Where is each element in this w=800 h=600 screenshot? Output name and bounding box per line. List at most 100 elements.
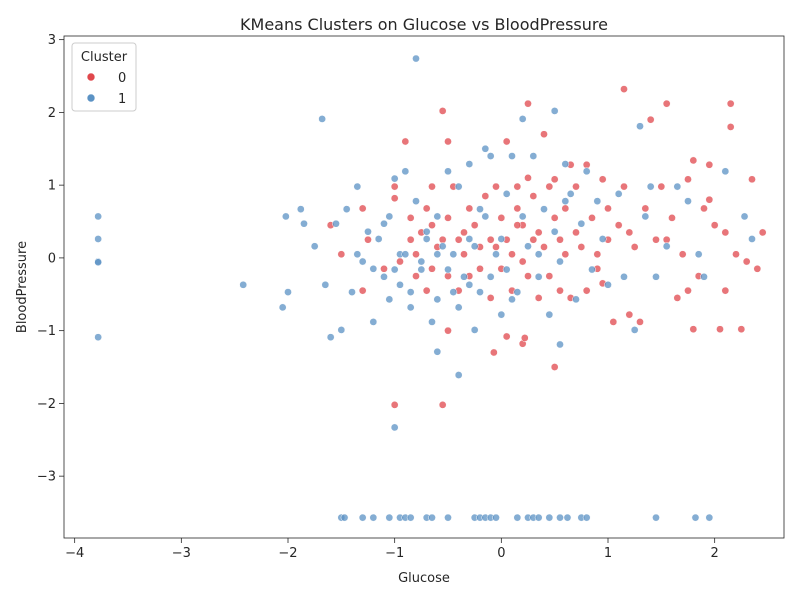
data-point-cluster-0 [390, 182, 399, 191]
data-point-cluster-0 [684, 175, 692, 184]
data-point-cluster-1 [593, 197, 602, 206]
data-point-cluster-0 [753, 264, 762, 273]
data-point-cluster-1 [428, 318, 436, 326]
legend-box [71, 42, 137, 112]
data-point-cluster-0 [545, 272, 554, 280]
data-point-cluster-1 [604, 280, 612, 289]
data-point-cluster-0 [545, 182, 554, 191]
data-point-cluster-1 [412, 197, 420, 206]
data-point-cluster-1 [284, 288, 292, 296]
data-point-cluster-1 [454, 371, 463, 379]
data-point-cluster-1 [454, 182, 463, 191]
data-point-cluster-0 [422, 286, 431, 295]
data-point-cluster-1 [433, 295, 442, 304]
data-point-cluster-1 [433, 250, 442, 259]
data-point-cluster-1 [390, 423, 399, 432]
data-point-cluster-1 [556, 340, 564, 349]
data-point-cluster-0 [534, 228, 543, 237]
data-point-cluster-1 [417, 265, 426, 274]
data-point-cluster-0 [358, 286, 367, 295]
data-point-cluster-0 [540, 243, 548, 251]
data-point-cluster-1 [641, 212, 650, 221]
chart-title: KMeans Clusters on Glucose vs BloodPress… [240, 15, 608, 34]
data-point-cluster-1 [481, 144, 490, 153]
data-point-cluster-1 [406, 288, 415, 296]
y-tick-label: −1 [37, 324, 56, 339]
data-point-cluster-1 [748, 235, 756, 243]
data-point-cluster-0 [513, 204, 522, 213]
data-point-cluster-1 [396, 280, 404, 289]
data-point-cluster-1 [545, 513, 554, 522]
data-point-cluster-1 [572, 295, 580, 304]
data-point-cluster-1 [556, 513, 564, 522]
data-point-cluster-1 [502, 265, 511, 274]
data-point-cluster-1 [282, 212, 290, 221]
data-point-cluster-0 [561, 250, 570, 259]
data-point-cluster-0 [550, 363, 559, 371]
data-point-cluster-0 [742, 257, 751, 266]
data-point-cluster-0 [428, 264, 436, 273]
data-point-cluster-1 [369, 264, 378, 273]
data-point-cluster-0 [428, 221, 436, 230]
data-point-cluster-1 [502, 190, 511, 198]
data-point-cluster-0 [513, 182, 522, 191]
data-point-cluster-1 [369, 318, 378, 326]
y-axis-label: BloodPressure [15, 241, 30, 333]
data-point-cluster-1 [518, 212, 527, 221]
data-point-cluster-1 [358, 257, 367, 266]
data-point-cluster-0 [412, 250, 420, 259]
data-point-cluster-1 [529, 152, 538, 160]
data-point-cluster-0 [422, 204, 431, 213]
data-point-cluster-1 [705, 513, 714, 522]
data-point-cluster-1 [353, 182, 362, 191]
data-point-cluster-1 [486, 152, 495, 160]
data-point-cluster-0 [636, 318, 644, 326]
data-point-cluster-1 [620, 272, 628, 281]
data-point-cluster-1 [740, 212, 749, 221]
data-point-cluster-1 [380, 219, 388, 228]
data-point-cluster-1 [524, 242, 532, 251]
data-point-cluster-1 [94, 333, 102, 342]
data-point-cluster-1 [385, 295, 394, 304]
data-point-cluster-0 [490, 348, 498, 357]
data-point-cluster-0 [598, 175, 607, 184]
data-point-cluster-1 [337, 326, 346, 334]
data-point-cluster-1 [556, 257, 564, 266]
legend-marker-0 [86, 72, 96, 82]
data-point-cluster-0 [534, 294, 543, 302]
data-point-cluster-0 [358, 204, 367, 213]
data-point-cluster-0 [572, 182, 580, 191]
data-point-cluster-0 [678, 250, 687, 259]
data-point-cluster-1 [428, 513, 436, 522]
data-point-cluster-1 [566, 190, 575, 198]
data-point-cluster-1 [561, 160, 570, 168]
y-tick-label: −3 [37, 470, 56, 485]
data-point-cluster-0 [588, 214, 596, 222]
data-point-cluster-1 [598, 235, 607, 243]
data-point-cluster-0 [412, 272, 420, 280]
data-point-cluster-0 [684, 286, 692, 295]
data-point-cluster-0 [460, 228, 468, 237]
data-point-cluster-1 [444, 265, 452, 274]
data-point-cluster-0 [540, 130, 548, 139]
data-point-cluster-1 [433, 347, 442, 356]
data-point-cluster-1 [374, 235, 383, 243]
data-point-cluster-0 [609, 318, 618, 326]
data-point-cluster-0 [476, 264, 484, 273]
data-point-cluster-0 [486, 235, 495, 244]
x-tick-label: −2 [278, 546, 297, 561]
data-point-cluster-1 [465, 280, 474, 289]
data-point-cluster-1 [332, 219, 340, 228]
data-point-cluster-1 [422, 227, 431, 236]
data-point-cluster-0 [604, 204, 612, 213]
data-point-cluster-0 [497, 214, 506, 222]
x-tick-label: 0 [497, 546, 505, 561]
data-point-cluster-1 [412, 54, 420, 63]
data-point-cluster-1 [358, 513, 367, 522]
data-point-cluster-1 [582, 167, 591, 176]
data-point-cluster-1 [476, 205, 484, 214]
data-point-cluster-0 [593, 250, 602, 259]
data-point-cluster-1 [646, 182, 655, 191]
data-point-cluster-0 [625, 228, 634, 237]
data-point-cluster-1 [476, 288, 484, 296]
